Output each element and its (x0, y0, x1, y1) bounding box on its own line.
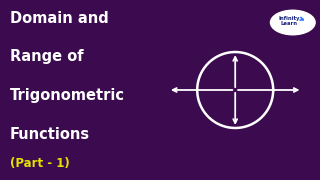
Text: (Part - 1): (Part - 1) (10, 157, 69, 170)
Text: Learn: Learn (280, 21, 298, 26)
Circle shape (270, 10, 316, 35)
Text: Range of: Range of (10, 50, 83, 64)
Text: Functions: Functions (10, 127, 90, 142)
Text: Trigonometric: Trigonometric (10, 88, 124, 103)
Text: Domain and: Domain and (10, 11, 108, 26)
Text: Infinity: Infinity (278, 16, 300, 21)
